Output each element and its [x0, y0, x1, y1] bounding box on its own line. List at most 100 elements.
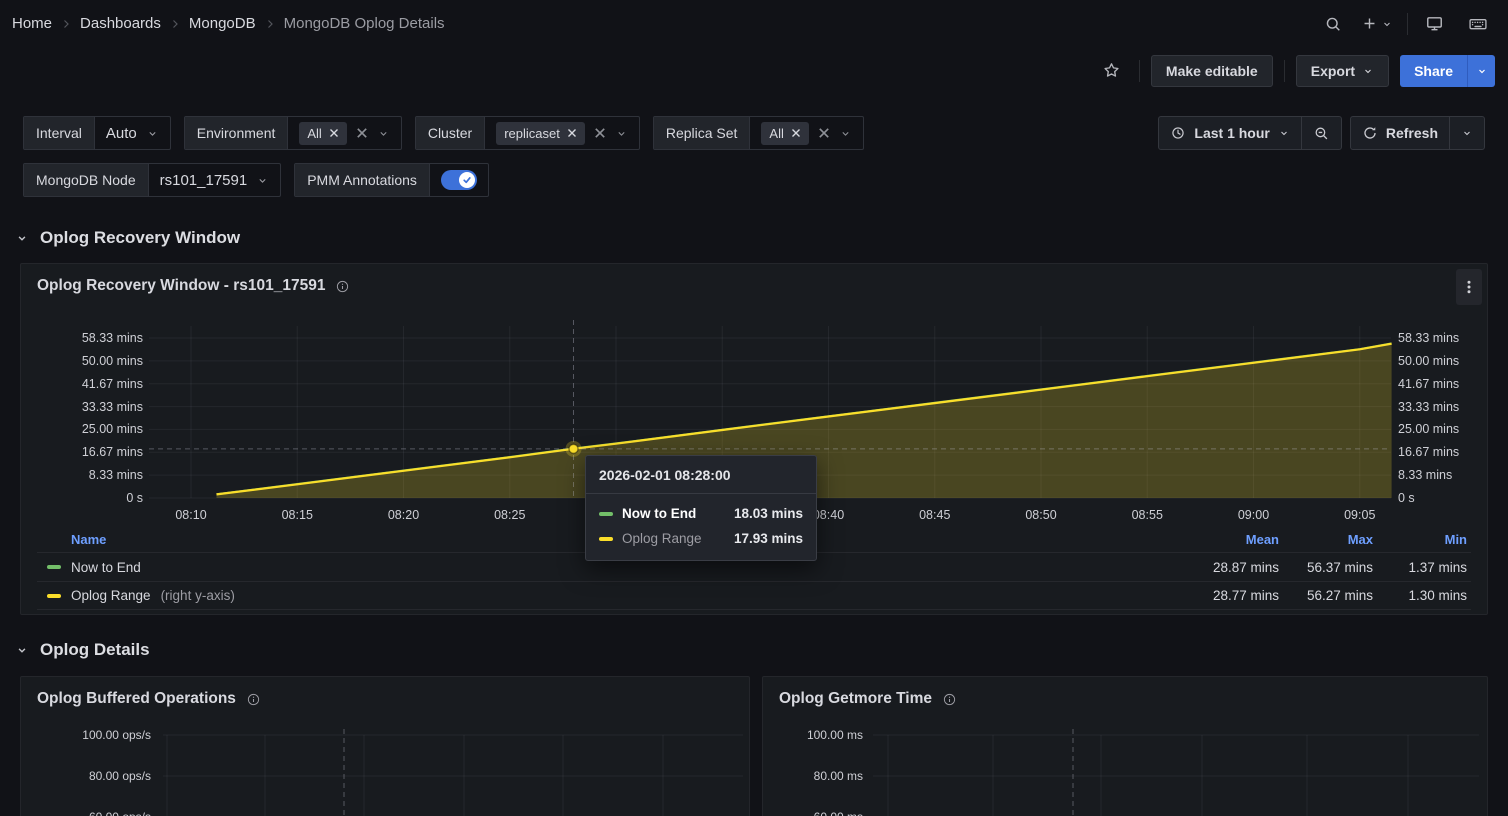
panel-title[interactable]: Oplog Getmore Time	[779, 690, 933, 707]
interval-select[interactable]: Auto	[95, 117, 170, 149]
make-editable-button[interactable]: Make editable	[1150, 54, 1273, 87]
oplog-recovery-window-panel: Oplog Recovery Window - rs101_17591 58.3…	[20, 263, 1488, 615]
tooltip-row: Now to End 18.03 mins	[586, 501, 816, 526]
chart-tooltip: 2026-02-01 08:28:00 Now to End 18.03 min…	[585, 455, 817, 561]
divider	[1407, 12, 1408, 35]
divider	[1449, 117, 1450, 149]
search-icon[interactable]	[1317, 8, 1349, 40]
legend-header-max[interactable]: Max	[1347, 531, 1373, 547]
tooltip-series-value: 17.93 mins	[733, 531, 803, 546]
legend-header-mean[interactable]: Mean	[1245, 531, 1279, 547]
x-icon[interactable]	[791, 128, 801, 138]
tooltip-series-name: Now to End	[622, 506, 697, 521]
interval-label: Interval	[24, 117, 95, 149]
cluster-label: Cluster	[415, 117, 486, 149]
legend-max-value: 56.27 mins	[1306, 588, 1373, 603]
time-picker: Last 1 hour	[1158, 116, 1342, 150]
section-oplog-recovery-window[interactable]: Oplog Recovery Window	[0, 223, 1508, 253]
chevron-down-icon	[1365, 69, 1371, 73]
clear-icon[interactable]	[594, 127, 606, 139]
series-swatch-yellow	[599, 536, 613, 541]
export-button-label: Export	[1310, 62, 1356, 79]
dashboard-toolbar: Make editable Export Share	[0, 47, 1508, 94]
x-icon[interactable]	[329, 128, 339, 138]
chevron-down-icon	[15, 643, 29, 657]
legend-series-toggle[interactable]: Oplog Range (right y-axis)	[37, 588, 1189, 603]
divider	[1300, 117, 1302, 149]
cluster-chip[interactable]: replicaset	[496, 121, 585, 145]
legend-mean-value: 28.77 mins	[1212, 588, 1279, 603]
keyboard-icon[interactable]	[1462, 8, 1494, 40]
legend-axis-note: (right y-axis)	[160, 588, 235, 603]
replica-set-select[interactable]: All	[750, 117, 862, 149]
refresh-interval-caret[interactable]	[1450, 117, 1484, 149]
replica-set-chip[interactable]: All	[761, 121, 809, 145]
time-range-label: Last 1 hour	[1194, 125, 1270, 141]
legend-min-value: 1.30 mins	[1408, 588, 1467, 603]
chevron-down-icon	[259, 178, 266, 183]
info-icon[interactable]	[942, 692, 957, 707]
panel-header: Oplog Buffered Operations	[21, 677, 749, 721]
interval-filter: Interval Auto	[23, 116, 171, 150]
section-title: Oplog Recovery Window	[40, 228, 241, 247]
environment-label: Environment	[184, 117, 289, 149]
x-icon[interactable]	[567, 128, 577, 138]
oplog-buffered-operations-panel: Oplog Buffered Operations 100.00 ops/s 80…	[20, 676, 750, 816]
chevron-down-icon[interactable]	[839, 127, 852, 140]
pmm-annotations-toggle[interactable]	[440, 170, 477, 190]
chevron-down-icon[interactable]	[377, 127, 390, 140]
add-new-button[interactable]	[1357, 8, 1397, 40]
refresh-icon	[1364, 127, 1376, 139]
refresh-button[interactable]: Refresh	[1351, 117, 1449, 149]
panel-menu-button[interactable]	[1456, 269, 1482, 305]
breadcrumb-dashboards[interactable]: Dashboards	[80, 15, 161, 32]
environment-filter: Environment All	[183, 116, 402, 150]
cluster-select[interactable]: replicaset	[485, 117, 639, 149]
recovery-chart[interactable]: 58.33 mins 58.33 mins 50.00 mins 50.00 mins…	[21, 264, 1487, 561]
environment-select[interactable]: All	[288, 117, 400, 149]
mongodb-node-select[interactable]: rs101_17591	[149, 164, 281, 196]
panel-header: Oplog Recovery Window - rs101_17591	[21, 264, 1487, 308]
legend-row-oplog-range: Oplog Range (right y-axis) 28.77 mins 56…	[37, 581, 1471, 610]
chevron-down-icon[interactable]	[615, 127, 628, 140]
legend-header-min[interactable]: Min	[1444, 531, 1467, 547]
legend-header-row: Name Mean Max Min	[37, 526, 1471, 552]
series-swatch-green	[47, 565, 61, 569]
kebab-icon	[1467, 280, 1471, 294]
divider	[1283, 59, 1285, 82]
section-oplog-details[interactable]: Oplog Details	[0, 636, 1508, 664]
clear-icon[interactable]	[818, 127, 830, 139]
legend-series-toggle[interactable]: Now to End	[37, 560, 1189, 575]
panel-title[interactable]: Oplog Buffered Operations	[37, 690, 236, 707]
clear-icon[interactable]	[356, 127, 368, 139]
zoom-out-time-button[interactable]	[1302, 117, 1341, 149]
chevron-down-icon	[1464, 131, 1470, 136]
chevron-down-icon	[15, 231, 29, 245]
breadcrumb-home[interactable]: Home	[12, 15, 53, 32]
chevron-right-icon	[169, 18, 181, 30]
panel-header: Oplog Getmore Time	[763, 677, 1487, 721]
legend-header-name[interactable]: Name	[71, 531, 107, 547]
time-range-button[interactable]: Last 1 hour	[1159, 117, 1300, 149]
filters-row-2: MongoDB Node rs101_17591 PMM Annotations	[0, 163, 1508, 197]
monitor-icon[interactable]	[1418, 8, 1450, 40]
environment-chip[interactable]: All	[299, 121, 347, 145]
panel-title[interactable]: Oplog Recovery Window - rs101_17591	[37, 277, 326, 294]
share-button[interactable]: Share	[1400, 54, 1467, 87]
star-icon[interactable]	[1096, 55, 1128, 87]
section-title: Oplog Details	[40, 640, 150, 659]
tooltip-timestamp: 2026-02-01 08:28:00	[586, 456, 816, 494]
hovered-data-point	[568, 443, 579, 455]
divider	[1138, 59, 1140, 82]
replica-set-chip-label: All	[769, 125, 784, 141]
export-button[interactable]: Export	[1295, 54, 1390, 87]
share-dropdown-caret[interactable]	[1467, 54, 1495, 87]
chevron-down-icon	[1478, 69, 1485, 73]
refresh-picker: Refresh	[1349, 116, 1485, 150]
share-button-group: Share	[1400, 54, 1495, 87]
chevron-down-icon	[1280, 131, 1287, 136]
breadcrumb-mongodb[interactable]: MongoDB	[188, 15, 256, 32]
info-icon[interactable]	[335, 279, 350, 294]
info-icon[interactable]	[246, 692, 261, 707]
